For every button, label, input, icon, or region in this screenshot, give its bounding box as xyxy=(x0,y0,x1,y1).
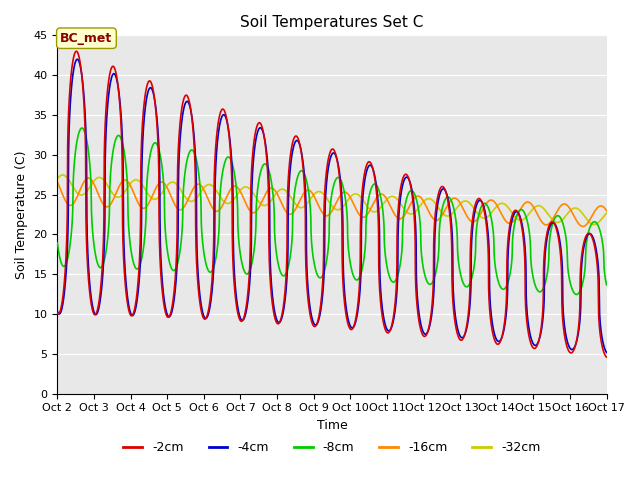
-8cm xyxy=(264,165,272,171)
-8cm xyxy=(54,240,61,246)
Line: -16cm: -16cm xyxy=(58,178,607,227)
-2cm xyxy=(264,180,272,186)
-2cm xyxy=(72,48,80,54)
-16cm xyxy=(264,187,272,193)
-2cm xyxy=(116,107,124,113)
-16cm xyxy=(149,192,157,198)
-32cm xyxy=(603,210,611,216)
-8cm xyxy=(573,292,580,298)
-8cm xyxy=(149,143,157,148)
-4cm xyxy=(74,57,81,62)
Line: -8cm: -8cm xyxy=(58,128,607,295)
X-axis label: Time: Time xyxy=(317,419,348,432)
Line: -2cm: -2cm xyxy=(58,51,607,357)
-32cm xyxy=(592,221,600,227)
Text: BC_met: BC_met xyxy=(60,32,113,45)
-16cm xyxy=(579,224,587,229)
Line: -32cm: -32cm xyxy=(58,175,607,225)
-4cm xyxy=(592,245,600,251)
-16cm xyxy=(592,206,600,212)
-8cm xyxy=(592,220,600,226)
Legend: -2cm, -4cm, -8cm, -16cm, -32cm: -2cm, -4cm, -8cm, -16cm, -32cm xyxy=(118,436,545,459)
-32cm xyxy=(288,196,296,202)
-16cm xyxy=(288,211,296,216)
-8cm xyxy=(116,134,124,140)
-2cm xyxy=(592,251,600,257)
-8cm xyxy=(533,286,541,292)
-32cm xyxy=(590,222,598,228)
-4cm xyxy=(288,152,296,157)
-2cm xyxy=(149,85,157,91)
-8cm xyxy=(288,238,296,243)
-4cm xyxy=(264,167,272,173)
-32cm xyxy=(59,172,67,178)
-8cm xyxy=(78,125,86,131)
-16cm xyxy=(116,181,124,187)
-16cm xyxy=(533,210,541,216)
-4cm xyxy=(603,349,611,355)
-4cm xyxy=(533,342,541,348)
-16cm xyxy=(54,179,61,185)
-32cm xyxy=(54,176,61,181)
-16cm xyxy=(603,208,611,214)
-8cm xyxy=(603,282,611,288)
-2cm xyxy=(533,343,541,349)
Y-axis label: Soil Temperature (C): Soil Temperature (C) xyxy=(15,150,28,279)
-4cm xyxy=(149,88,157,94)
Title: Soil Temperatures Set C: Soil Temperatures Set C xyxy=(240,15,424,30)
Line: -4cm: -4cm xyxy=(58,60,607,352)
-32cm xyxy=(264,201,272,207)
-2cm xyxy=(288,143,296,148)
-16cm xyxy=(84,175,92,181)
-32cm xyxy=(533,203,541,209)
-4cm xyxy=(54,309,61,314)
-32cm xyxy=(116,194,124,200)
-2cm xyxy=(603,354,611,360)
-32cm xyxy=(149,196,157,202)
-4cm xyxy=(116,102,124,108)
-2cm xyxy=(54,311,61,316)
